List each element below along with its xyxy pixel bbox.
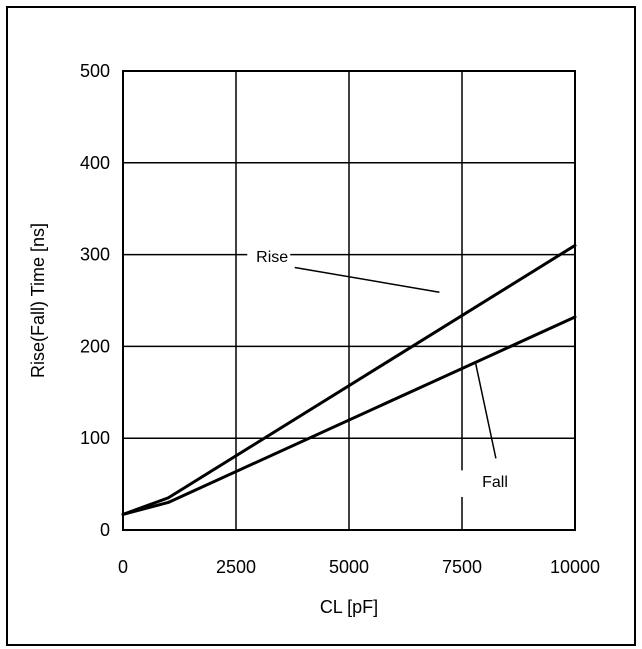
fall-leader-line bbox=[474, 362, 497, 459]
series-line-fall bbox=[121, 315, 577, 516]
chart-frame bbox=[6, 6, 636, 646]
annotations: Rise Fall bbox=[256, 249, 508, 491]
x-tick-label: 7500 bbox=[442, 557, 482, 577]
x-tick-label: 10000 bbox=[550, 557, 600, 577]
axes: 0 2500 5000 7500 10000 0 100 200 300 400 500 CL [pF… bbox=[28, 61, 600, 617]
y-tick-label: 200 bbox=[80, 336, 110, 356]
grid bbox=[122, 70, 576, 531]
x-tick-label: 2500 bbox=[216, 557, 256, 577]
y-tick-label: 500 bbox=[80, 61, 110, 81]
y-axis-title: Rise(Fall) Time [ns] bbox=[28, 223, 48, 378]
x-axis-title: CL [pF] bbox=[320, 597, 378, 617]
fall-annotation-label: Fall bbox=[482, 474, 508, 491]
x-tick-label: 5000 bbox=[329, 557, 369, 577]
y-tick-label: 400 bbox=[80, 153, 110, 173]
y-tick-label: 300 bbox=[80, 245, 110, 265]
series-lines bbox=[121, 243, 577, 516]
y-tick-label: 100 bbox=[80, 428, 110, 448]
rise-annotation-label: Rise bbox=[256, 249, 288, 266]
y-tick-label: 0 bbox=[100, 520, 110, 540]
rise-leader-line bbox=[294, 266, 440, 293]
plot-area-border bbox=[122, 70, 576, 531]
x-tick-label: 0 bbox=[118, 557, 128, 577]
